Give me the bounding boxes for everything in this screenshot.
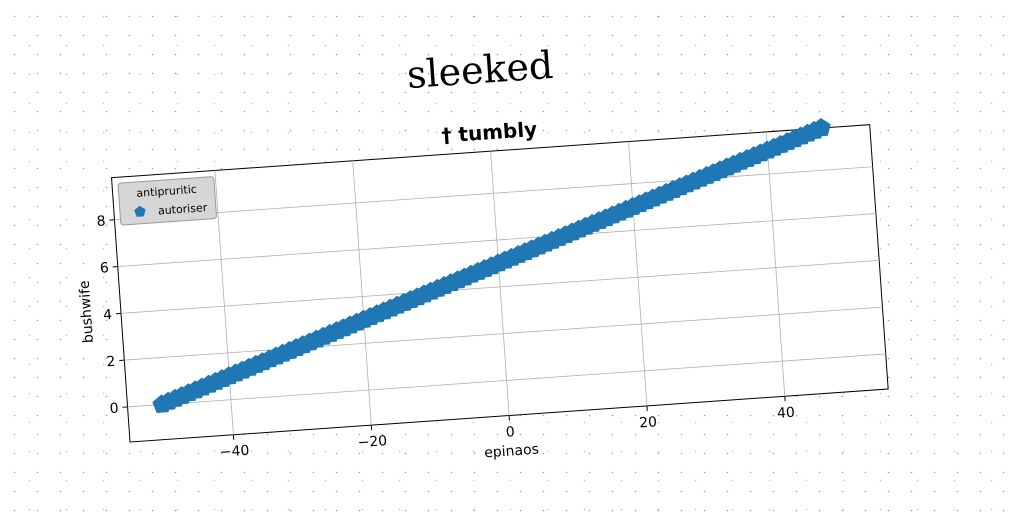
y-axis-ticks: 0 2 4 6 8 xyxy=(96,213,128,417)
legend: antipruritic autoriser xyxy=(117,176,217,226)
x-tick-label: 40 xyxy=(777,405,796,422)
grid-line-x xyxy=(765,131,786,397)
y-tick-label: 2 xyxy=(106,354,116,371)
legend-marker-pentagon-icon xyxy=(134,205,146,217)
y-axis-label: bushwife xyxy=(77,280,97,344)
grid-line-y xyxy=(117,213,876,267)
grid-lines xyxy=(114,131,886,435)
y-tick-label: 4 xyxy=(103,307,113,324)
legend-title: antipruritic xyxy=(136,183,197,200)
x-tick-label: 0 xyxy=(505,424,515,441)
grid-line-y xyxy=(120,259,880,314)
x-tick-label: −40 xyxy=(219,443,250,461)
y-tick-label: 8 xyxy=(96,213,106,230)
grid-line-y xyxy=(127,353,886,408)
x-axis-ticks: −40 −20 0 20 40 xyxy=(219,396,796,461)
data-points xyxy=(152,118,831,414)
y-tick-label: 0 xyxy=(109,401,119,418)
grid-line-x xyxy=(214,170,234,435)
legend-entry-label: autoriser xyxy=(158,201,209,217)
x-tick-label: 20 xyxy=(639,414,658,431)
grid-line-x xyxy=(490,151,510,416)
x-tick-label: −20 xyxy=(357,433,388,451)
grid-line-x xyxy=(628,141,648,406)
grid-line-x xyxy=(352,160,372,426)
x-axis-label: epinaos xyxy=(484,442,540,462)
grid-line-y xyxy=(114,166,873,221)
chart-title: † tumbly xyxy=(441,117,538,148)
data-point-marker xyxy=(811,118,831,137)
grid-line-y xyxy=(124,306,883,361)
y-tick-label: 6 xyxy=(99,260,109,277)
